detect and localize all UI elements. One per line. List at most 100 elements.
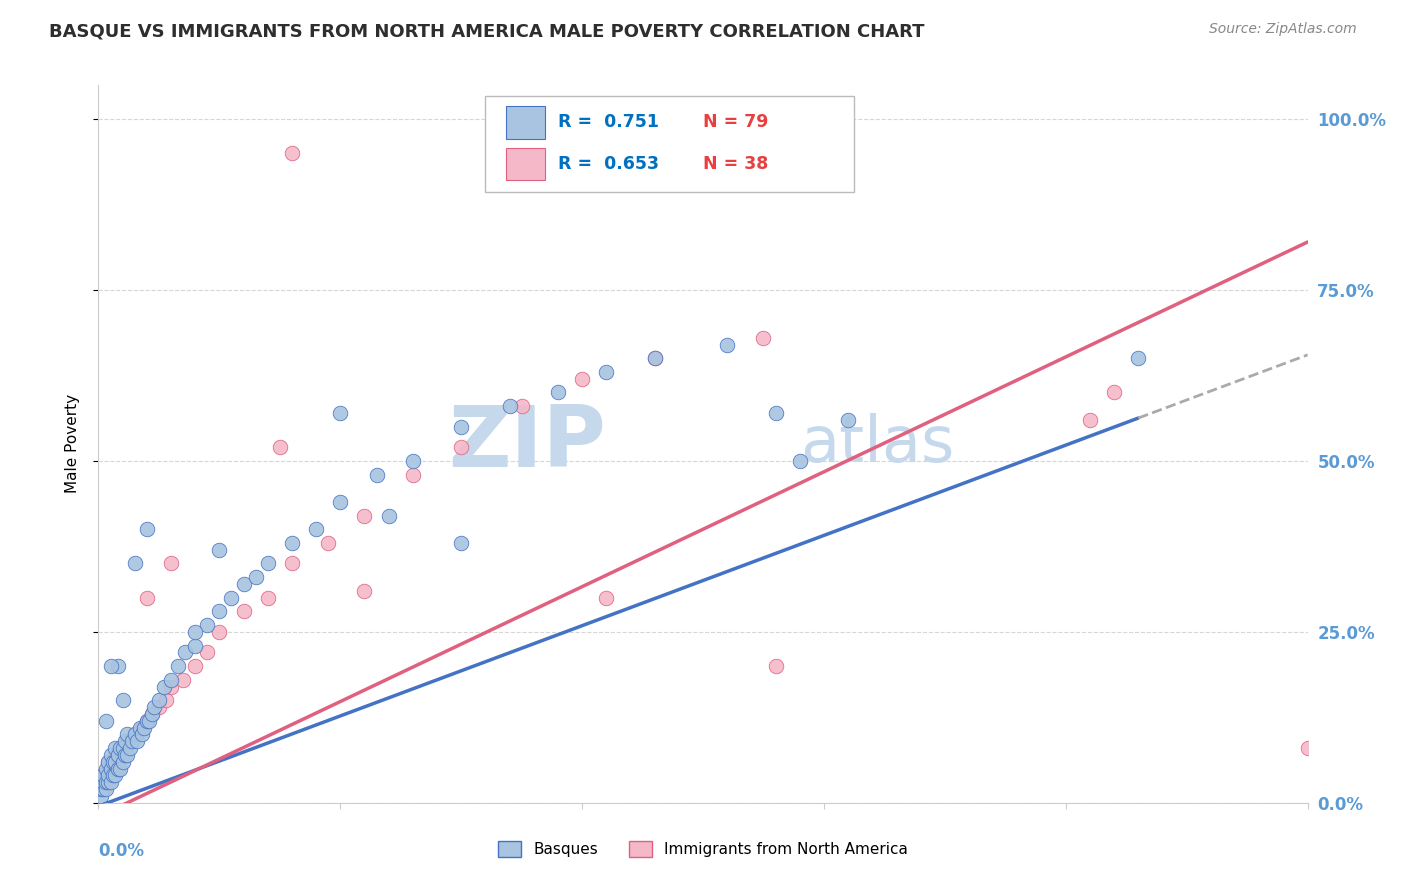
Point — [104, 768, 127, 782]
Point — [134, 721, 156, 735]
Text: ZIP: ZIP — [449, 402, 606, 485]
Legend: Basques, Immigrants from North America: Basques, Immigrants from North America — [492, 835, 914, 863]
Point — [281, 536, 304, 550]
Point — [100, 762, 122, 776]
Point — [101, 755, 124, 769]
Point — [135, 591, 157, 605]
Point — [100, 659, 122, 673]
Point — [104, 747, 127, 762]
Point — [128, 721, 150, 735]
Text: BASQUE VS IMMIGRANTS FROM NORTH AMERICA MALE POVERTY CORRELATION CHART: BASQUE VS IMMIGRANTS FROM NORTH AMERICA … — [49, 22, 925, 40]
Text: R =  0.751: R = 0.751 — [558, 113, 659, 131]
Point — [366, 467, 388, 482]
Point — [101, 768, 124, 782]
Point — [117, 747, 139, 762]
Point — [97, 768, 120, 782]
Point — [90, 775, 112, 789]
Point — [837, 413, 859, 427]
Point — [208, 604, 231, 618]
Point — [644, 351, 666, 366]
Point — [160, 680, 183, 694]
Point — [1102, 385, 1125, 400]
Point — [148, 693, 170, 707]
Point — [571, 372, 593, 386]
Point — [111, 755, 134, 769]
Point — [131, 727, 153, 741]
Point — [232, 604, 254, 618]
Point — [141, 706, 163, 721]
Point — [107, 659, 129, 673]
Point — [101, 768, 124, 782]
Y-axis label: Male Poverty: Male Poverty — [65, 394, 80, 493]
Point — [94, 775, 117, 789]
Point — [329, 495, 352, 509]
Point — [167, 659, 190, 673]
Point — [94, 762, 117, 776]
Point — [1078, 413, 1101, 427]
Point — [131, 721, 153, 735]
Point — [316, 536, 339, 550]
Point — [155, 693, 177, 707]
Point — [91, 775, 114, 789]
Point — [111, 693, 134, 707]
Point — [353, 583, 375, 598]
Point — [329, 406, 352, 420]
Point — [208, 624, 231, 639]
Point — [184, 639, 207, 653]
Point — [152, 680, 174, 694]
Point — [160, 557, 183, 571]
Point — [765, 406, 787, 420]
Point — [752, 331, 775, 345]
Point — [716, 337, 738, 351]
Point — [1296, 741, 1319, 756]
Point — [90, 789, 112, 803]
Point — [104, 755, 127, 769]
Point — [143, 700, 166, 714]
Point — [117, 727, 139, 741]
Point — [94, 782, 117, 797]
Point — [107, 755, 129, 769]
Point — [114, 734, 136, 748]
Point — [117, 734, 139, 748]
Point — [256, 591, 278, 605]
Point — [135, 714, 157, 728]
Point — [121, 734, 143, 748]
Point — [353, 508, 375, 523]
Point — [172, 673, 194, 687]
Point — [450, 440, 472, 454]
Point — [100, 762, 122, 776]
Point — [124, 727, 146, 741]
Point — [97, 775, 120, 789]
Point — [108, 762, 131, 776]
FancyBboxPatch shape — [485, 95, 855, 193]
Point — [94, 714, 117, 728]
Point — [245, 570, 267, 584]
Point — [114, 747, 136, 762]
Point — [305, 522, 328, 536]
Point — [208, 542, 231, 557]
Point — [232, 577, 254, 591]
Point — [1128, 351, 1150, 366]
Point — [595, 591, 617, 605]
Point — [135, 522, 157, 536]
Point — [118, 741, 141, 756]
Point — [94, 775, 117, 789]
Point — [100, 747, 122, 762]
Point — [97, 755, 120, 769]
Point — [91, 782, 114, 797]
Point — [402, 454, 425, 468]
Point — [450, 419, 472, 434]
Text: atlas: atlas — [800, 413, 955, 475]
Point — [91, 768, 114, 782]
Point — [281, 557, 304, 571]
Point — [377, 508, 399, 523]
Point — [111, 741, 134, 756]
Point — [644, 351, 666, 366]
Point — [402, 467, 425, 482]
Bar — [506, 147, 544, 180]
Bar — [506, 106, 544, 138]
Text: 0.0%: 0.0% — [98, 842, 145, 860]
Point — [104, 741, 127, 756]
Point — [269, 440, 291, 454]
Point — [90, 775, 112, 789]
